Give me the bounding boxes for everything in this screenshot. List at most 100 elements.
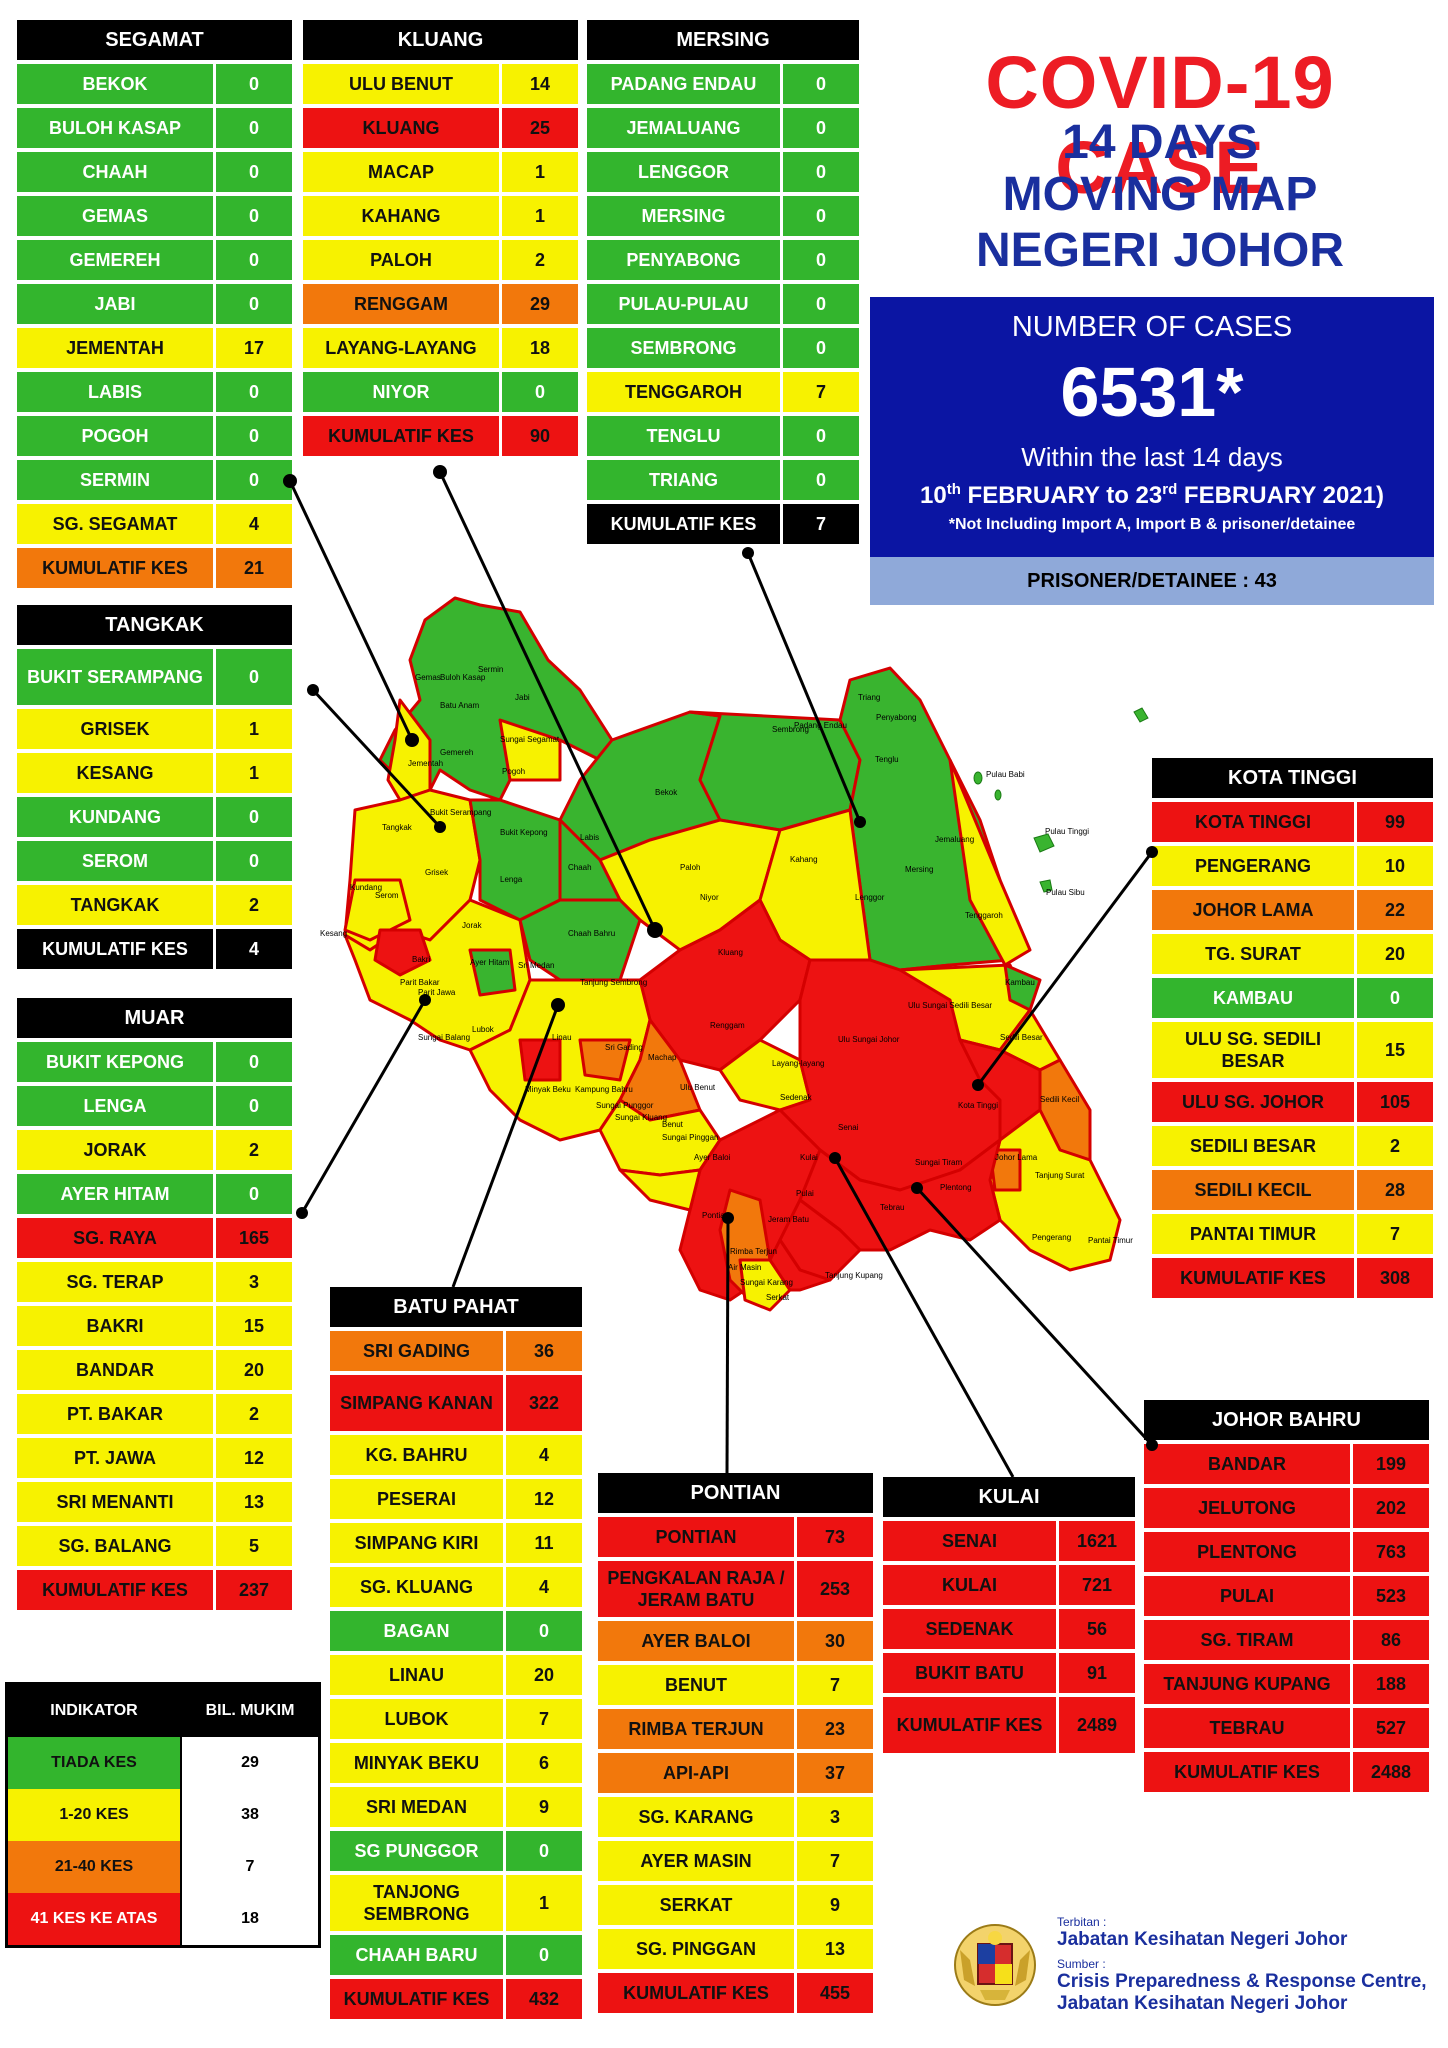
subtitle-line2: 14 DAYS <box>1062 116 1258 169</box>
mukim-name: TRIANG <box>587 460 783 500</box>
panel-segamat: SEGAMAT BEKOK 0 BULOH KASAP 0 CHAAH 0 GEMAS 0 GEM… <box>17 20 292 592</box>
map-label: Sri Gading <box>605 1043 643 1052</box>
region-simpang-kanan <box>518 1038 562 1082</box>
mukim-cases: 0 <box>248 1183 259 1204</box>
panel-kotatinggi: KOTA TINGGI KOTA TINGGI 99 PENGERANG 10 JOHOR… <box>1152 758 1433 1302</box>
leader-johorbahru <box>915 1186 1154 1447</box>
mukim-cases: 10 <box>1384 855 1406 876</box>
mukim-row: TRIANG 0 <box>587 460 859 500</box>
mukim-cases: 1 <box>534 205 545 226</box>
mukim-name: SRI GADING <box>330 1331 506 1371</box>
island-5 <box>994 789 1002 801</box>
mukim-name: AYER MASIN <box>598 1841 797 1881</box>
mukim-row: SRI MENANTI 13 <box>17 1482 292 1522</box>
mukim-cases: 199 <box>1375 1453 1407 1474</box>
mukim-row: RIMBA TERJUN 23 <box>598 1709 873 1749</box>
mukim-row: CHAAH BARU 0 <box>330 1935 582 1975</box>
mukim-cases: 0 <box>538 1620 549 1641</box>
mukim-row: ULU BENUT 14 <box>303 64 578 104</box>
mukim-name: SG. KLUANG <box>330 1567 506 1607</box>
mukim-name: KULAI <box>883 1565 1059 1605</box>
mukim-cases: 0 <box>248 1051 259 1072</box>
mukim-cases: 5 <box>248 1535 259 1556</box>
dot-tangkak <box>307 684 319 696</box>
mukim-row: BUKIT BATU 91 <box>883 1653 1135 1693</box>
cumulative-row: KUMULATIF KES 2489 <box>883 1697 1135 1753</box>
mukim-row: LUBOK 7 <box>330 1699 582 1739</box>
summary-note: *Not Including Import A, Import B & pris… <box>948 516 1356 533</box>
map-label: Pengerang <box>1032 1233 1071 1242</box>
mukim-name: SG. PINGGAN <box>598 1929 797 1969</box>
mukim-name: KUMULATIF KES <box>17 548 216 588</box>
leader-segamat <box>288 480 414 741</box>
mukim-name: SRI MENANTI <box>17 1482 216 1522</box>
mukim-name: KG. BAHRU <box>330 1435 506 1475</box>
map-label: Bukit Serampang <box>430 808 491 817</box>
mukim-cases: 86 <box>1380 1629 1402 1650</box>
mukim-row: SG. SEGAMAT 4 <box>17 504 292 544</box>
map-label: Lubok <box>472 1025 495 1034</box>
mukim-cases: 7 <box>538 1708 549 1729</box>
mukim-row: SRI MEDAN 9 <box>330 1787 582 1827</box>
map-label: Bukit Kepong <box>500 828 548 837</box>
map-label: Ayer Baloi <box>694 1153 731 1162</box>
mukim-name: KUMULATIF KES <box>1152 1258 1357 1298</box>
map-label: Batu Anam <box>440 701 479 710</box>
region-tenggaroh <box>948 758 1032 967</box>
mukim-name: PENYABONG <box>587 240 783 280</box>
mukim-name: KLUANG <box>303 108 502 148</box>
island-4 <box>973 771 983 785</box>
mukim-row: RENGGAM 29 <box>303 284 578 324</box>
mukim-cases: 3 <box>248 1271 259 1292</box>
panel-mersing: MERSING PADANG ENDAU 0 JEMALUANG 0 LENGGOR 0 ME… <box>587 20 859 548</box>
map-label: Senai <box>838 1123 859 1132</box>
mukim-row: KLUANG 25 <box>303 108 578 148</box>
leader-muar <box>300 999 427 1214</box>
region-mersing <box>838 666 1012 972</box>
mukim-name: BEKOK <box>17 64 216 104</box>
mukim-row: PENGERANG 10 <box>1152 846 1433 886</box>
map-label: Sri Medan <box>518 961 554 970</box>
mukim-name: BANDAR <box>17 1350 216 1390</box>
mukim-name: MACAP <box>303 152 502 192</box>
mukim-row: PALOH 2 <box>303 240 578 280</box>
mukim-cases: 0 <box>248 73 259 94</box>
mukim-cases: 2 <box>248 1139 259 1160</box>
mukim-row: BUKIT SERAMPANG 0 <box>17 649 292 705</box>
mukim-row: BAGAN 0 <box>330 1611 582 1651</box>
mukim-cases: 4 <box>248 513 259 534</box>
mukim-cases: 105 <box>1379 1091 1411 1112</box>
mukim-cases: 0 <box>248 425 259 446</box>
dot-batupahat-map <box>551 998 565 1012</box>
map-label: Gemas <box>415 673 441 682</box>
mukim-row: ULU SG. SEDILI BESAR 15 <box>1152 1022 1433 1078</box>
map-label: Sedili Besar <box>1000 1033 1043 1042</box>
mukim-name: PULAU-PULAU <box>587 284 783 324</box>
panel-johorbahru: JOHOR BAHRU BANDAR 199 JELUTONG 202 PLENTONG 7… <box>1144 1400 1429 1796</box>
map-label: Pulau Sibu <box>1046 888 1085 897</box>
map-label: Jementah <box>408 759 443 768</box>
map-label: Sungai Balang <box>418 1033 470 1042</box>
mukim-row: GEMAS 0 <box>17 196 292 236</box>
map-label: Linau <box>552 1033 572 1042</box>
legend-row: 41 KES KE ATAS 18 <box>8 1893 318 1945</box>
mukim-cases: 0 <box>248 850 259 871</box>
region-ayer-hitam <box>468 948 517 997</box>
mukim-name: JEMALUANG <box>587 108 783 148</box>
mukim-cases: 18 <box>529 337 551 358</box>
map-label: Tenggaroh <box>965 911 1003 920</box>
mukim-row: SIMPANG KANAN 322 <box>330 1375 582 1431</box>
mukim-cases: 0 <box>248 205 259 226</box>
mukim-cases: 99 <box>1384 811 1406 832</box>
district-header: MUAR <box>17 998 292 1038</box>
mukim-row: KUNDANG 0 <box>17 797 292 837</box>
mukim-name: API-API <box>598 1753 797 1793</box>
map-label: Layang-layang <box>772 1059 824 1068</box>
dot-muar-map <box>419 994 431 1006</box>
map-label: Kota Tinggi <box>958 1101 998 1110</box>
island-1 <box>1133 707 1149 723</box>
map-label: Bakri <box>412 955 430 964</box>
leader-mersing <box>746 552 862 823</box>
mukim-name: PONTIAN <box>598 1517 797 1557</box>
mukim-name: BENUT <box>598 1665 797 1705</box>
